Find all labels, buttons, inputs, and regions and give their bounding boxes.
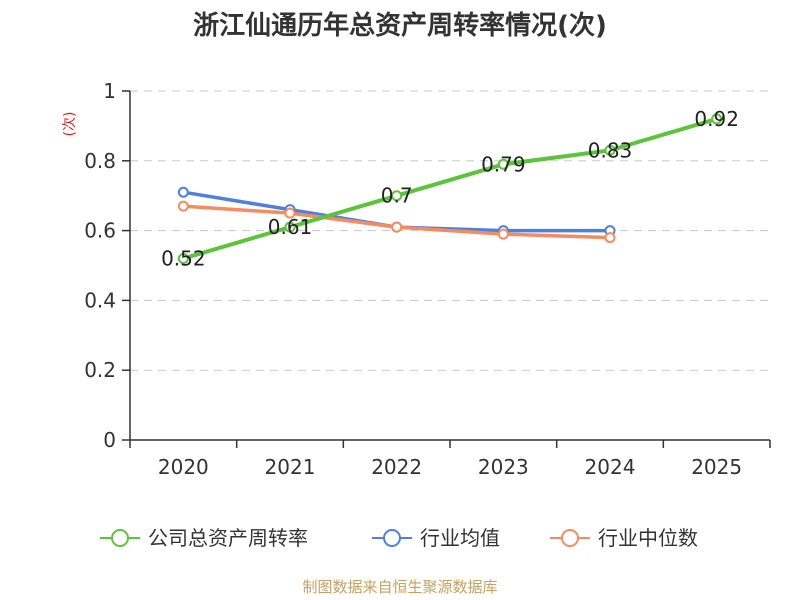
series-line-0 (181, 116, 719, 261)
series-point-0 (177, 253, 189, 265)
data-label: 0.79 (481, 152, 526, 176)
x-tick-label: 2022 (371, 455, 422, 479)
data-label: 0.7 (381, 184, 413, 208)
legend-swatch-marker (111, 529, 129, 547)
axes: 0 0.2 0.4 0.6 0.8 1 2020 2021 2022 2023 2024 2025 (84, 79, 771, 479)
legend-swatch-marker (561, 529, 579, 547)
series-point-2 (177, 200, 189, 212)
x-tick-label: 2021 (265, 455, 316, 479)
series-point-0 (284, 221, 296, 233)
source-note: 制图数据来自恒生聚源数据库 (302, 578, 497, 596)
x-tick-label: 2020 (158, 455, 209, 479)
series-point-2 (284, 207, 296, 219)
series-point-1 (177, 186, 189, 198)
x-tick-label: 2023 (478, 455, 529, 479)
legend-swatch-marker (383, 529, 401, 547)
legend-label: 行业均值 (420, 526, 500, 550)
series-point-2 (497, 228, 509, 240)
series-lines (177, 113, 723, 265)
data-label: 0.92 (694, 107, 739, 131)
legend: 公司总资产周转率 行业均值 行业中位数 (100, 526, 698, 550)
legend-label: 行业中位数 (598, 526, 698, 550)
y-tick-label: 0.2 (84, 358, 116, 382)
y-tick-label: 1 (103, 79, 116, 103)
y-tick-label: 0 (103, 428, 116, 452)
series-point-0 (391, 190, 403, 202)
x-tick-label: 2025 (691, 455, 742, 479)
y-tick-label: 0.6 (84, 219, 116, 243)
data-label: 0.52 (161, 247, 206, 271)
data-label: 0.83 (588, 138, 633, 162)
legend-label: 公司总资产周转率 (148, 526, 308, 550)
series-point-0 (711, 113, 723, 125)
gridlines (130, 90, 770, 371)
series-point-2 (604, 232, 616, 244)
series-point-2 (391, 221, 403, 233)
y-tick-label: 0.8 (84, 149, 116, 173)
series-point-0 (604, 144, 616, 156)
y-tick-label: 0.4 (84, 288, 116, 312)
data-labels: 0.52 0.61 0.7 0.79 0.83 0.92 (161, 107, 739, 271)
y-axis-label: (次) (62, 112, 78, 137)
series-point-0 (497, 158, 509, 170)
chart-title: 浙江仙通历年总资产周转率情况(次) (193, 10, 607, 41)
x-tick-label: 2024 (585, 455, 636, 479)
data-label: 0.61 (268, 215, 313, 239)
